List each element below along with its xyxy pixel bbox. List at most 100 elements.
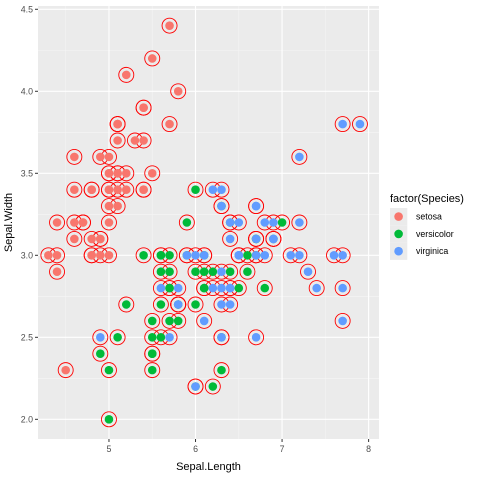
point-virginica (208, 283, 218, 293)
point-setosa (52, 251, 62, 260)
ring-versicolor (135, 247, 152, 264)
point-virginica (156, 283, 166, 293)
point-setosa (113, 136, 122, 145)
point-versicolor (234, 283, 244, 293)
point-virginica (338, 119, 347, 129)
axes: 5 6 7 8 2.0 2.5 3.0 3.5 4.0 4.5 (21, 4, 371, 454)
ring-setosa (66, 230, 83, 247)
ring-setosa (83, 181, 100, 198)
point-versicolor (260, 283, 270, 293)
point-setosa (87, 251, 96, 260)
point-versicolor (191, 300, 200, 309)
point-versicolor (182, 218, 192, 227)
point-versicolor (208, 267, 218, 277)
point-virginica (295, 218, 304, 227)
point-virginica (225, 218, 235, 227)
point-setosa (139, 185, 148, 194)
ring-setosa (49, 214, 65, 231)
point-versicolor (225, 267, 235, 277)
point-virginica (338, 316, 347, 326)
legend-label-setosa: setosa (416, 212, 442, 222)
point-virginica (217, 333, 226, 342)
point-setosa (104, 218, 114, 227)
point-setosa (130, 136, 140, 145)
point-versicolor (147, 365, 157, 375)
point-versicolor (139, 251, 148, 260)
point-versicolor (156, 251, 166, 260)
ring-virginica (334, 312, 351, 329)
point-virginica (295, 152, 304, 162)
ring-setosa (135, 181, 152, 198)
point-versicolor (156, 300, 166, 309)
ring-versicolor (239, 263, 256, 280)
ring-setosa (170, 83, 187, 100)
point-virginica (217, 185, 226, 194)
ring-virginica (222, 230, 239, 247)
point-versicolor (121, 300, 131, 309)
point-virginica (96, 333, 105, 342)
ring-versicolor (144, 362, 161, 379)
point-virginica (269, 218, 278, 227)
ring-setosa (101, 214, 117, 231)
legend: factor(Species) setosa versicolor virginic… (390, 193, 464, 260)
ring-setosa (66, 181, 83, 198)
point-virginica (234, 218, 244, 227)
point-setosa (104, 168, 114, 178)
point-setosa (78, 218, 88, 227)
x-axis-title: Sepal.Length (176, 461, 241, 473)
point-setosa (44, 251, 53, 260)
point-setosa (87, 185, 96, 194)
y-tick-label: 4.5 (21, 4, 33, 14)
point-virginica (199, 316, 209, 326)
point-versicolor (191, 267, 200, 277)
point-virginica (217, 283, 226, 293)
ring-versicolor (187, 181, 204, 198)
ring-versicolor (178, 214, 195, 231)
ring-virginica (265, 230, 282, 247)
ring-virginica (291, 148, 308, 165)
y-tick-label: 3.5 (21, 168, 33, 178)
point-versicolor (199, 283, 209, 293)
point-setosa (96, 152, 105, 162)
ring-virginica (308, 280, 325, 297)
point-setosa (70, 152, 79, 162)
point-virginica (295, 251, 304, 260)
point-virginica (191, 382, 200, 391)
point-versicolor (173, 316, 183, 326)
point-setosa (147, 54, 157, 63)
point-versicolor (147, 316, 157, 326)
ring-virginica (334, 116, 351, 133)
point-setosa (121, 185, 131, 194)
point-setosa (96, 234, 105, 244)
ring-setosa (135, 99, 152, 116)
point-versicolor (217, 365, 226, 375)
x-tick-label: 8 (366, 444, 371, 454)
x-tick-label: 6 (193, 444, 198, 454)
point-virginica (355, 119, 365, 129)
plot-panel (38, 6, 379, 439)
point-virginica (225, 234, 235, 244)
ring-setosa (161, 17, 178, 34)
ring-setosa (161, 116, 178, 133)
x-tick-label: 5 (107, 444, 112, 454)
y-tick-label: 2.0 (21, 414, 33, 424)
point-versicolor (104, 415, 114, 424)
point-setosa (173, 86, 183, 96)
point-virginica (225, 300, 235, 309)
x-tick-label: 7 (280, 444, 285, 454)
ring-versicolor (144, 345, 161, 362)
y-tick-label: 3.0 (21, 250, 33, 260)
ring-virginica (213, 329, 230, 346)
point-virginica (338, 283, 347, 293)
ring-versicolor (118, 296, 135, 313)
ring-virginica (291, 214, 308, 231)
ring-virginica (352, 116, 368, 133)
legend-label-versicolor: versicolor (416, 229, 454, 239)
point-virginica (269, 234, 278, 244)
point-versicolor (277, 218, 287, 227)
point-virginica (182, 251, 192, 260)
point-setosa (113, 168, 122, 178)
point-virginica (251, 234, 261, 244)
y-axis-title: Sepal.Width (3, 193, 15, 252)
